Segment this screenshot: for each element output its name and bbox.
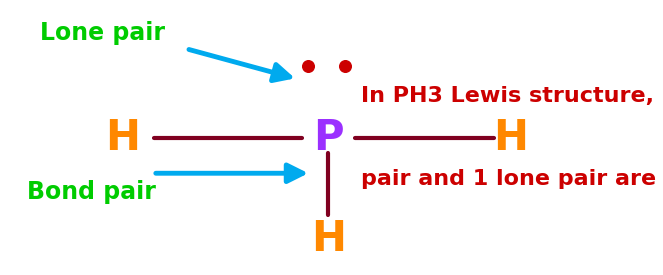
Text: In PH3 Lewis structure, 3 bond: In PH3 Lewis structure, 3 bond: [361, 86, 663, 106]
Text: H: H: [493, 117, 528, 158]
Text: H: H: [105, 117, 140, 158]
Text: pair and 1 lone pair are present.: pair and 1 lone pair are present.: [361, 169, 663, 189]
Text: H: H: [311, 218, 345, 260]
Text: P: P: [313, 117, 343, 158]
Point: [303, 64, 314, 68]
Text: Lone pair: Lone pair: [40, 21, 165, 45]
Point: [339, 64, 350, 68]
Text: Bond pair: Bond pair: [27, 180, 155, 205]
